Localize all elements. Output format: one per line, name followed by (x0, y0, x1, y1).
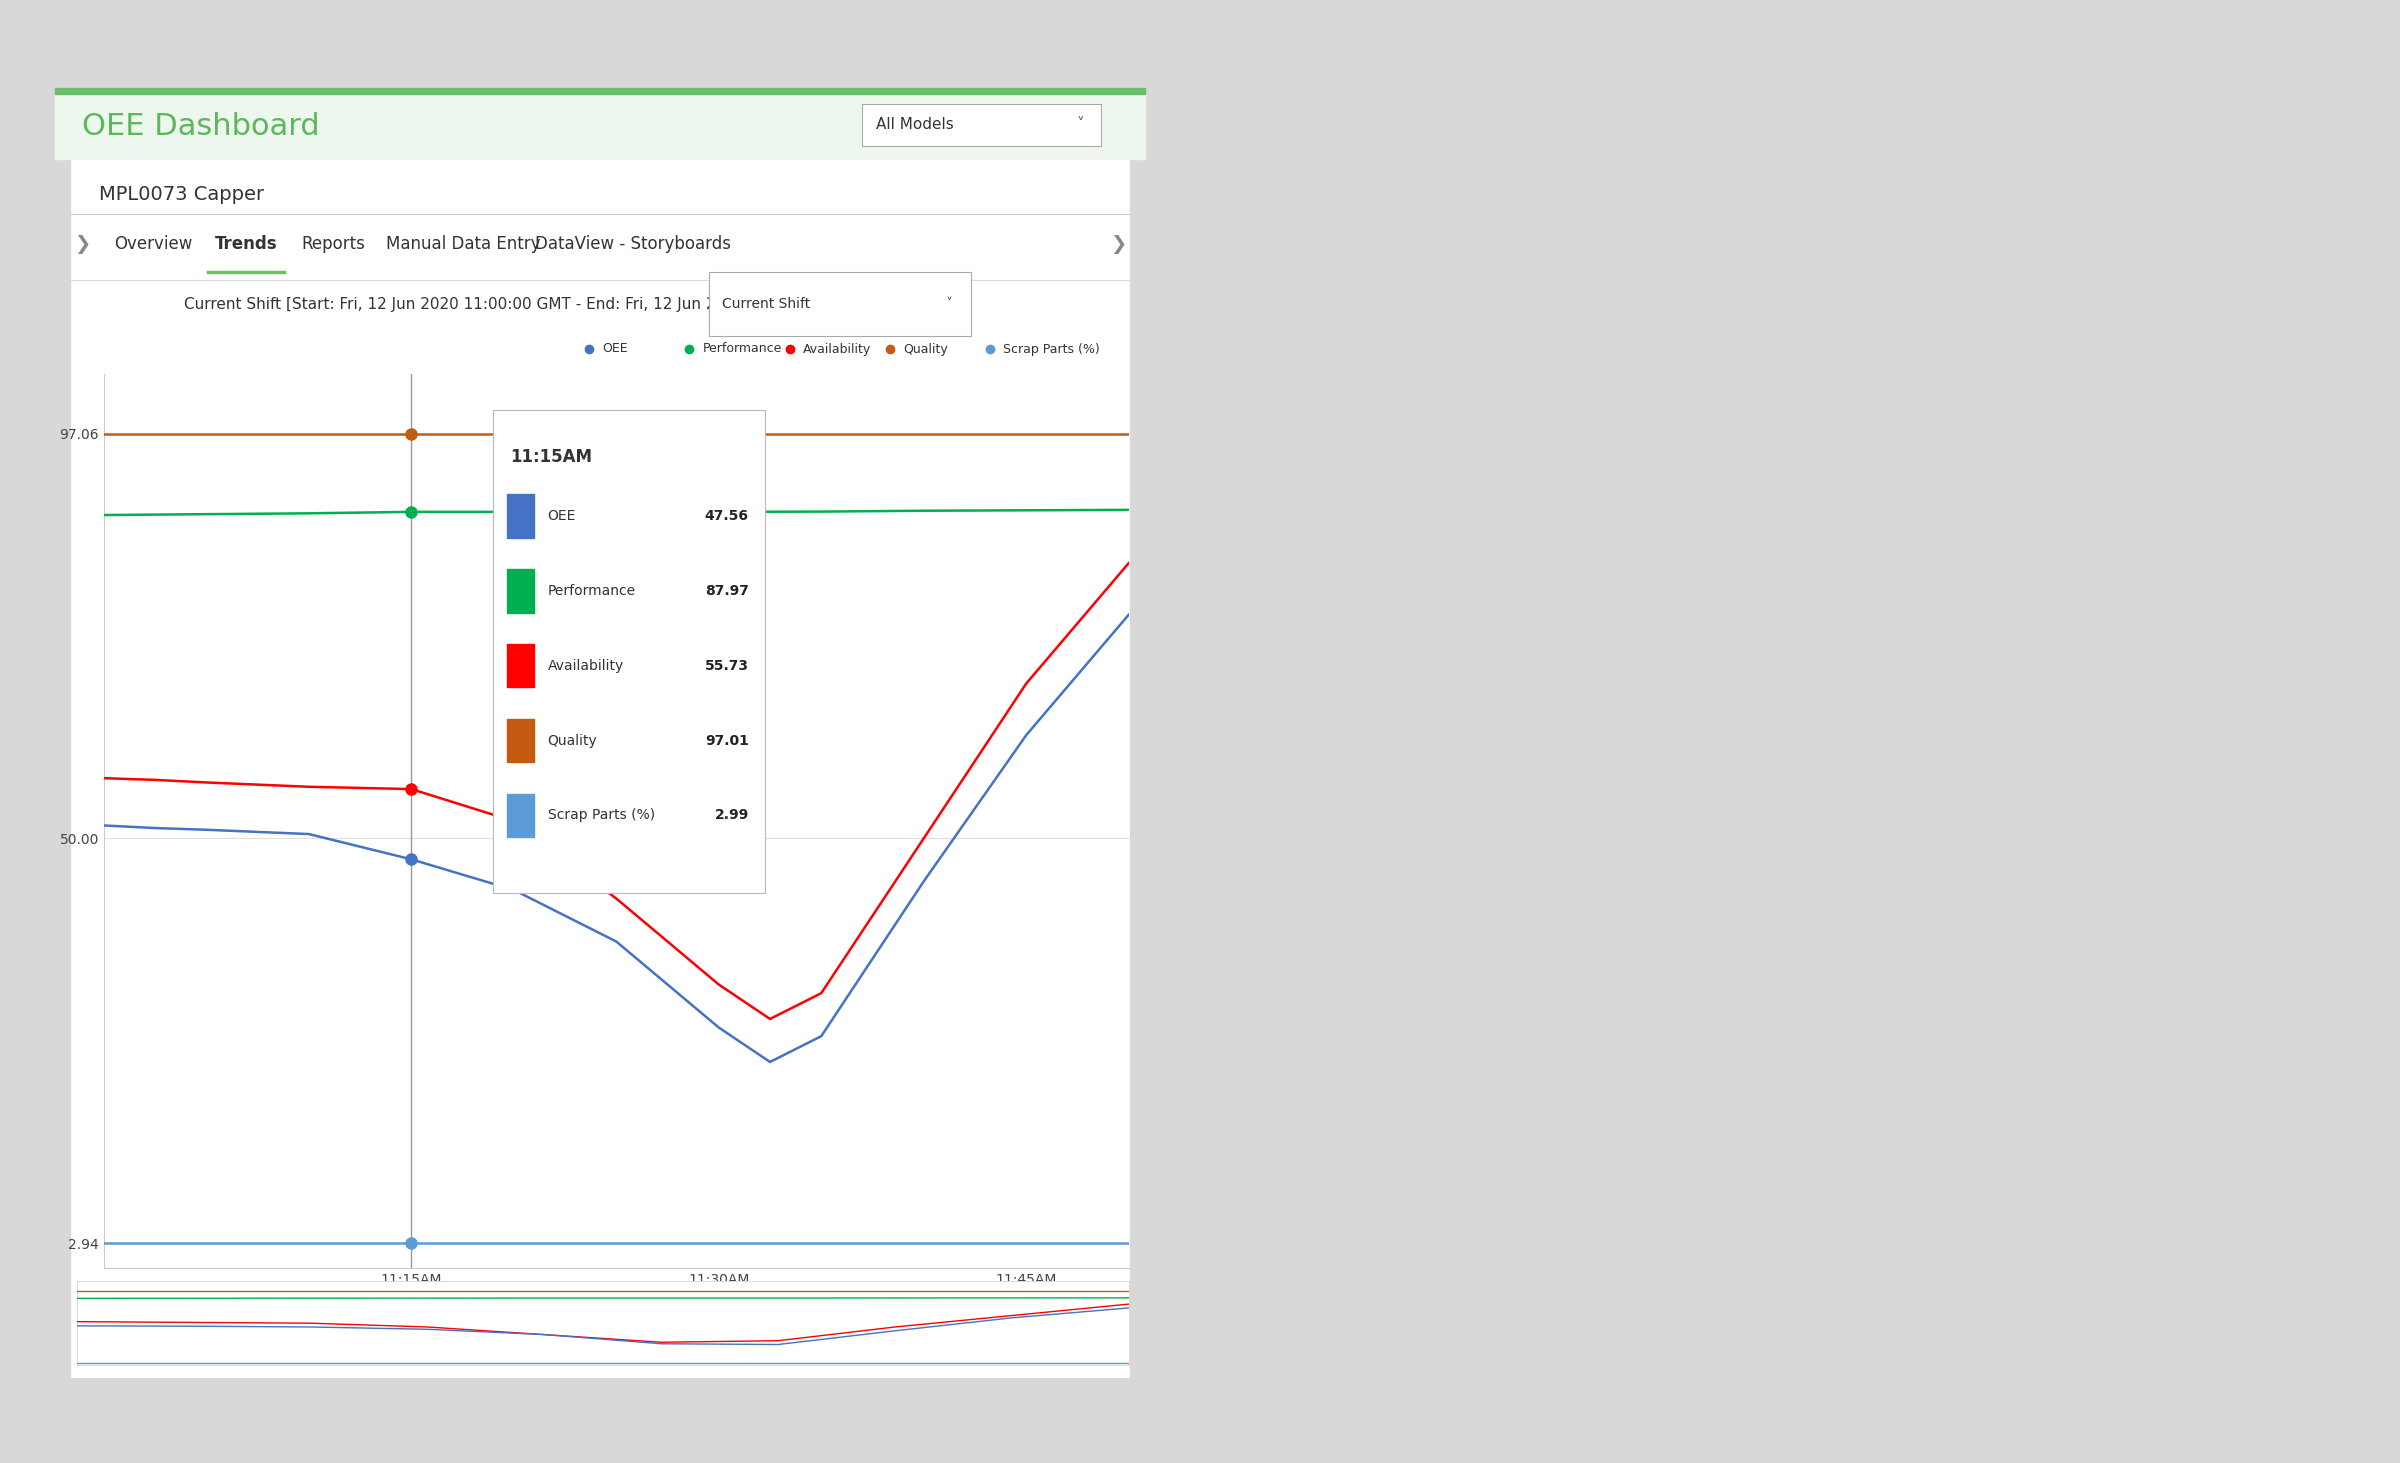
Text: Overview: Overview (113, 236, 192, 253)
Text: ˅: ˅ (946, 297, 953, 312)
Text: Trends: Trends (214, 236, 276, 253)
Text: Performance: Performance (547, 584, 636, 598)
Bar (506, 569, 535, 613)
Text: Availability: Availability (802, 342, 871, 356)
Text: OEE: OEE (547, 509, 576, 524)
Bar (506, 644, 535, 688)
Text: Manual Data Entry: Manual Data Entry (386, 236, 540, 253)
Text: OEE Dashboard: OEE Dashboard (82, 113, 319, 140)
Text: Scrap Parts (%): Scrap Parts (%) (1003, 342, 1099, 356)
Text: Quality: Quality (902, 342, 948, 356)
Text: 97.01: 97.01 (706, 733, 749, 748)
Text: MPL0073 Capper: MPL0073 Capper (98, 184, 264, 203)
Text: ˅: ˅ (1078, 117, 1085, 132)
Text: ❯: ❯ (1109, 234, 1126, 253)
Text: 47.56: 47.56 (706, 509, 749, 524)
Text: Availability: Availability (547, 658, 624, 673)
Text: Current Shift [Start: Fri, 12 Jun 2020 11:00:00 GMT - End: Fri, 12 Jun 2020 15:5: Current Shift [Start: Fri, 12 Jun 2020 1… (185, 297, 864, 312)
Text: Scrap Parts (%): Scrap Parts (%) (547, 809, 655, 822)
Bar (506, 718, 535, 762)
Text: 55.73: 55.73 (706, 658, 749, 673)
Text: Go: Go (986, 296, 1013, 313)
Text: 11:15AM: 11:15AM (509, 449, 593, 467)
Text: DataView - Storyboards: DataView - Storyboards (535, 236, 730, 253)
Text: Quality: Quality (547, 733, 598, 748)
Bar (55, 94, 1145, 159)
Bar (506, 794, 535, 837)
Text: OEE: OEE (602, 342, 629, 356)
Text: Performance: Performance (703, 342, 782, 356)
Text: All Models: All Models (876, 117, 953, 132)
Text: ❯: ❯ (74, 234, 91, 253)
Bar (55, 88, 1145, 94)
Text: 2.99: 2.99 (715, 809, 749, 822)
Text: Reports: Reports (300, 236, 365, 253)
Bar (506, 494, 535, 538)
Text: 87.97: 87.97 (706, 584, 749, 598)
Text: Current Shift: Current Shift (722, 297, 811, 312)
